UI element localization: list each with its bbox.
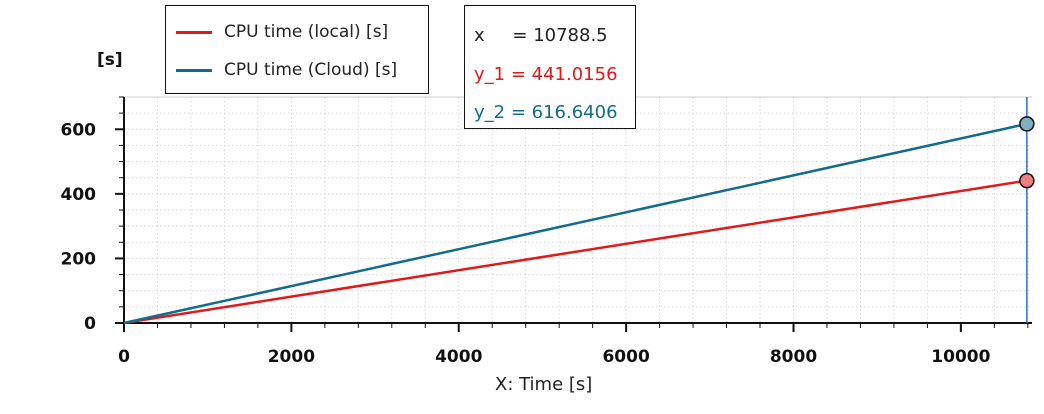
- legend-swatch-local: [176, 30, 212, 34]
- y-tick-label: 400: [61, 185, 97, 205]
- y-axis-unit-label: [s]: [97, 50, 123, 70]
- legend-item-local: CPU time (local) [s]: [176, 20, 388, 44]
- cursor-readout: x = 10788.5 y_1 = 441.0156 y_2 = 616.640…: [464, 5, 636, 129]
- y-tick-label: 200: [61, 249, 97, 269]
- readout-y2: y_2 = 616.6406: [474, 102, 618, 123]
- x-tick-label: 8000: [770, 347, 817, 367]
- series-marker-2: [1019, 116, 1035, 132]
- x-tick-label: 2000: [268, 347, 315, 367]
- series-line-1: [123, 179, 1028, 325]
- readout-x-label: x: [474, 25, 485, 46]
- x-tick-label: 4000: [435, 347, 482, 367]
- legend-swatch-cloud: [176, 68, 212, 72]
- readout-y1: y_1 = 441.0156: [474, 64, 618, 85]
- readout-x-value: = 10788.5: [512, 25, 608, 46]
- series-line-2: [123, 122, 1028, 325]
- y-tick-label: 600: [61, 120, 97, 140]
- y-tick-label: 0: [84, 314, 96, 334]
- legend-item-cloud: CPU time (Cloud) [s]: [176, 58, 397, 82]
- legend-label-local: CPU time (local) [s]: [224, 22, 389, 42]
- legend: CPU time (local) [s] CPU time (Cloud) [s…: [165, 5, 429, 94]
- x-axis-label: X: Time [s]: [495, 374, 593, 395]
- readout-x-row: x = 10788.5: [474, 25, 608, 46]
- x-tick-label: 10000: [931, 347, 990, 367]
- x-tick-label: 6000: [602, 347, 649, 367]
- legend-label-cloud: CPU time (Cloud) [s]: [224, 60, 398, 80]
- series-marker-1: [1019, 172, 1035, 189]
- x-tick-label: 0: [118, 347, 130, 367]
